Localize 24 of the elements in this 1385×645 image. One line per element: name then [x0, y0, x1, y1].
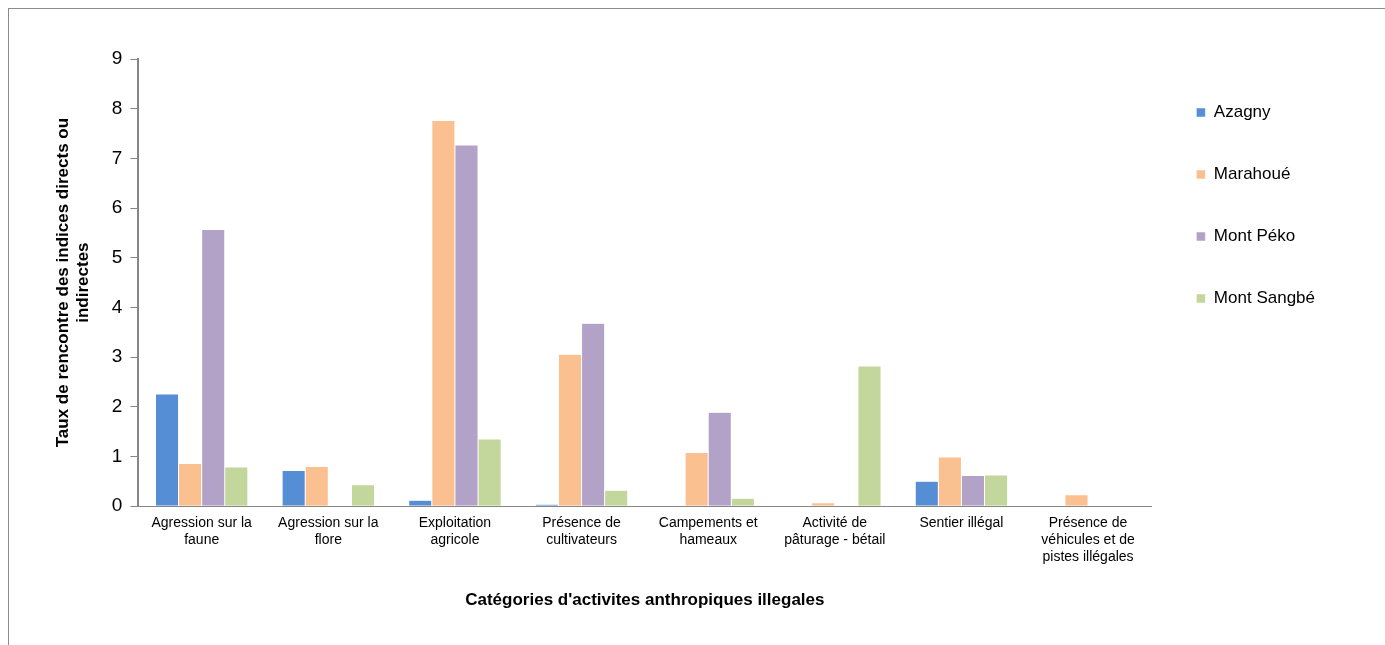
- y-tick-label: 0: [111, 494, 123, 516]
- x-tick-label: Campements et hameaux: [658, 514, 758, 548]
- y-tick-label: 1: [111, 444, 123, 466]
- y-tick-label: 9: [111, 47, 123, 69]
- legend-label: Azagny: [1213, 102, 1272, 122]
- y-axis-title: Taux de rencontre des indices directs ou indirectes: [52, 117, 93, 448]
- y-tick-label: 4: [111, 295, 123, 317]
- x-tick-label: Agression sur la faune: [151, 514, 253, 548]
- y-tick-label: 5: [111, 245, 123, 267]
- x-tick-label: Exploitation agricole: [418, 514, 492, 548]
- legend-label: Marahoué: [1213, 164, 1291, 184]
- y-tick-label: 6: [111, 196, 123, 218]
- legend-label: Mont Sangbé: [1213, 288, 1316, 308]
- legend-label: Mont Péko: [1213, 226, 1296, 246]
- x-axis-title: Catégories d'activites anthropiques illegales: [465, 590, 825, 610]
- y-tick-label: 3: [111, 345, 123, 367]
- x-tick-label: Présence de véhicules et de pistes illégales: [1041, 514, 1135, 565]
- y-tick-label: 8: [111, 96, 123, 118]
- x-tick-label: Agression sur la flore: [278, 514, 379, 548]
- y-tick-label: 7: [111, 146, 123, 168]
- x-tick-label: Présence de cultivateurs: [542, 514, 622, 548]
- x-tick-label: Activité de pâturage - bétail: [784, 514, 886, 548]
- y-tick-label: 2: [111, 395, 123, 417]
- x-tick-label: Sentier illégal: [919, 514, 1004, 531]
